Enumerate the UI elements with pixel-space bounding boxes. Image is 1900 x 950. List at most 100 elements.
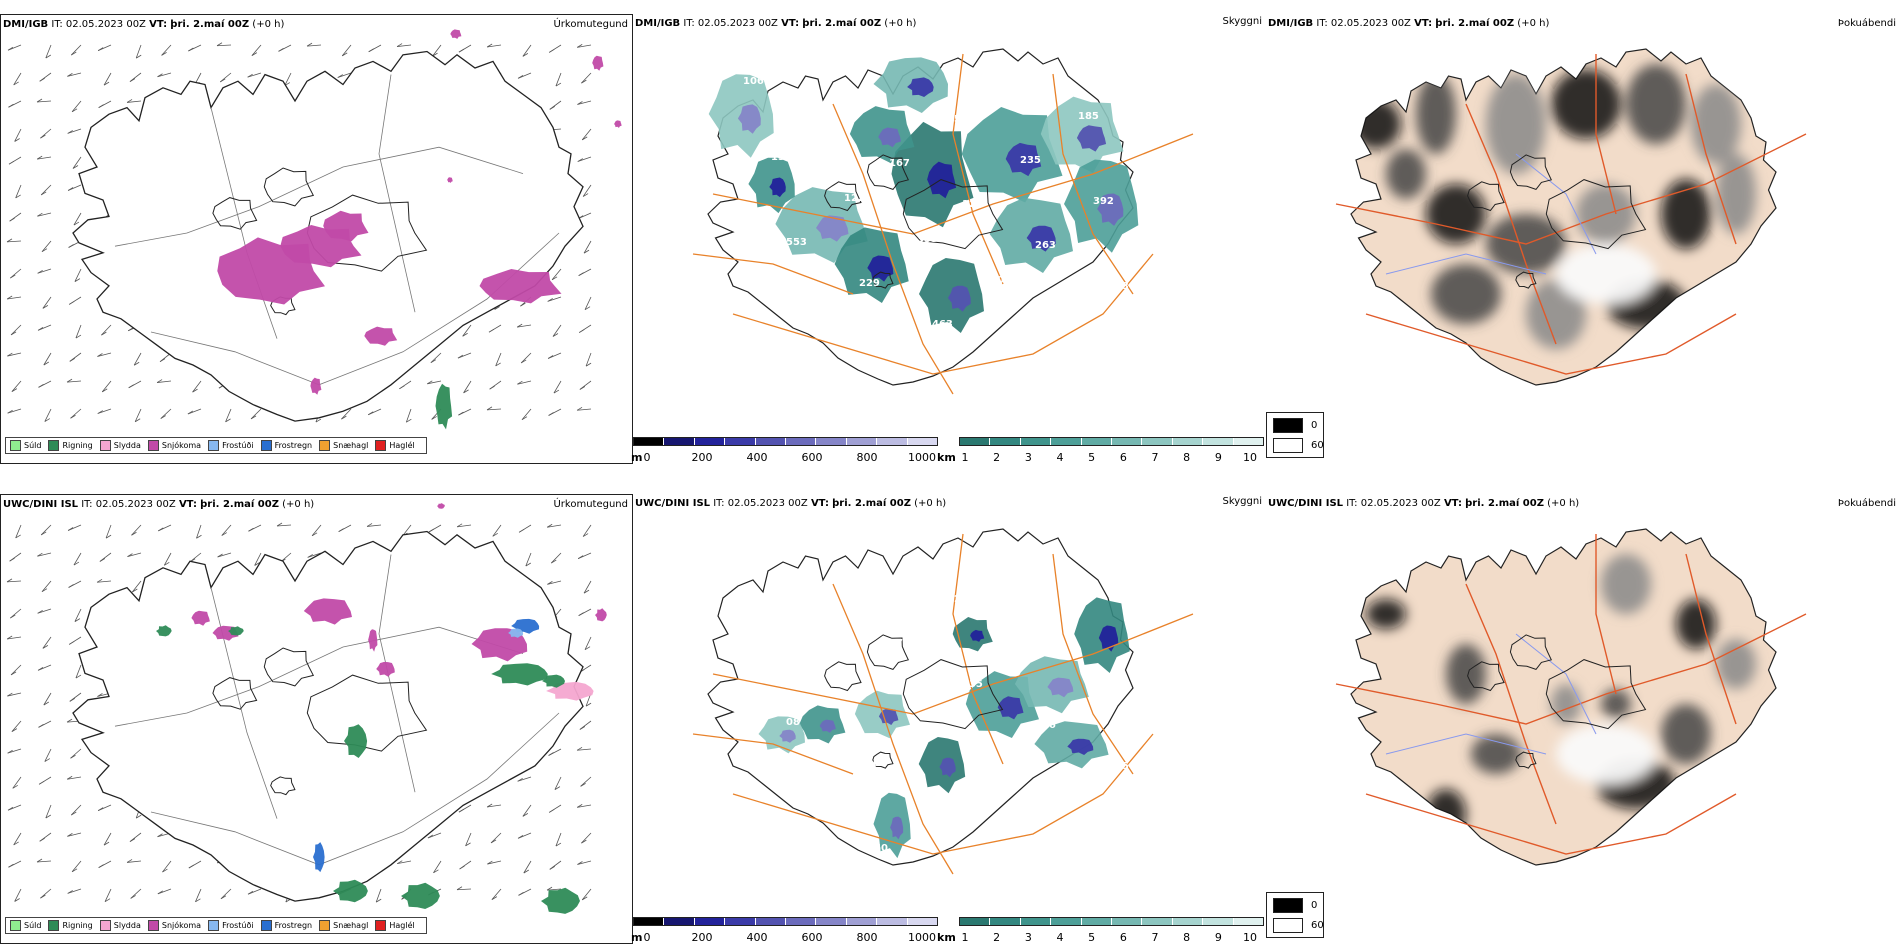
- fog-panel-top: DMI/IGB IT: 02.05.2023 00Z VT: þri. 2.ma…: [1266, 14, 1900, 464]
- wind-barb: [11, 380, 22, 392]
- wind-barb-flag: [492, 532, 498, 537]
- precip-area: [228, 626, 244, 636]
- wind-barb-flag: [10, 274, 16, 279]
- glacier-outline: [1509, 634, 1553, 670]
- wind-barb-flag: [127, 553, 133, 557]
- wind-barb-flag: [462, 332, 468, 337]
- wind-barb: [195, 888, 202, 903]
- colorbar-tick: 3: [1024, 931, 1032, 944]
- glacier-outline: [1515, 271, 1537, 289]
- colorbar-tick: 6: [1119, 451, 1127, 464]
- wind-barb-flag: [160, 415, 166, 419]
- wind-barb: [130, 888, 142, 899]
- wind-barb: [492, 524, 502, 537]
- legend-item: Snjókoma: [147, 920, 201, 931]
- wind-barb-flag: [162, 868, 168, 873]
- precip-areas: [156, 503, 607, 914]
- wind-barb-flag: [431, 416, 437, 420]
- wind-barb-flag: [517, 75, 524, 79]
- precip-area: [401, 882, 440, 909]
- fog-key-label: 60: [1311, 920, 1324, 931]
- cloud-base-label: 466: [859, 758, 880, 769]
- wind-barb: [67, 776, 82, 780]
- low-cloud-area: [867, 255, 894, 282]
- wind-barb-flag: [341, 415, 347, 420]
- low-cloud-area: [907, 77, 934, 97]
- colorbar-unit: km: [937, 451, 956, 464]
- wind-barb: [521, 408, 532, 420]
- wind-barb: [216, 44, 232, 47]
- wind-barb-flag: [490, 839, 497, 844]
- wind-barb: [135, 44, 142, 59]
- wind-barb-flag: [458, 808, 465, 813]
- wind-barb: [97, 352, 112, 357]
- wind-barb-flag: [97, 353, 103, 357]
- wind-barb-flag: [97, 47, 104, 51]
- colorbar-tick: 1: [961, 931, 969, 944]
- wind-barb-flag: [456, 886, 463, 891]
- wind-barb-flag: [10, 331, 17, 336]
- colorbar-unit: m: [631, 451, 643, 464]
- wind-barb: [7, 296, 22, 300]
- fog-map: [1335, 528, 1807, 866]
- wind-barb-flag: [66, 718, 73, 723]
- wind-barb: [162, 860, 172, 873]
- wind-barb: [462, 324, 472, 337]
- glacier-outline: [872, 271, 894, 289]
- legend-item: Súld: [10, 440, 41, 451]
- low-cloud-area: [816, 215, 849, 242]
- wind-barb: [487, 408, 502, 411]
- wind-barb-flag: [14, 138, 20, 142]
- fog-key-swatch: [1273, 898, 1303, 913]
- wind-barb: [456, 888, 472, 891]
- road-line: [114, 626, 524, 727]
- wind-barb: [72, 156, 82, 169]
- wind-barb: [250, 408, 262, 420]
- wind-barb-flag: [517, 777, 523, 782]
- precip-area: [303, 598, 352, 625]
- wind-barb: [133, 352, 142, 366]
- wind-barb-flag: [71, 868, 78, 873]
- colorbar-m: m 0 200 400 600 800 1000: [631, 917, 938, 944]
- wind-barb-flag: [548, 412, 554, 416]
- wind-barb-flag: [522, 53, 529, 57]
- low-cloud-area: [947, 285, 971, 312]
- wind-barb: [44, 748, 52, 762]
- road-line: [378, 74, 416, 313]
- legend-swatch: [375, 440, 387, 451]
- low-cloud-area: [997, 696, 1024, 720]
- road-line: [150, 712, 560, 866]
- wind-barb-flag: [456, 523, 463, 528]
- wind-barb-flag: [161, 52, 167, 56]
- wind-barb: [585, 352, 592, 367]
- fog-spot: [1676, 599, 1716, 649]
- wind-barb-flag: [7, 692, 13, 697]
- fog-spot: [1366, 599, 1406, 629]
- glacier-outline: [1509, 154, 1553, 190]
- wind-barb: [157, 380, 172, 383]
- cloud-base-label: 670: [874, 363, 895, 374]
- panel-title: Skyggni: [1222, 496, 1262, 507]
- colorbar-tick: 6: [1119, 931, 1127, 944]
- wind-barb-flag: [488, 328, 495, 333]
- wind-barb-flag: [71, 108, 78, 113]
- wind-barb: [577, 156, 592, 162]
- colorbar-strip: [633, 917, 938, 926]
- precip-area: [435, 383, 453, 430]
- legend-label: Frostregn: [274, 441, 313, 450]
- wind-barb-flag: [37, 609, 43, 614]
- panel-title: Þokuábendi: [1837, 498, 1896, 509]
- road-line: [1052, 553, 1134, 775]
- wind-barb-flag: [67, 833, 73, 837]
- wind-barb-flag: [75, 334, 82, 339]
- wind-barb: [584, 296, 592, 310]
- wind-barb-flag: [548, 752, 554, 756]
- wind-barb-flag: [68, 244, 74, 248]
- wind-barb: [577, 408, 592, 411]
- fog-key: 0 60: [1266, 892, 1324, 938]
- wind-barb: [43, 352, 52, 366]
- precip-panel-bottom: UWC/DINI ISL IT: 02.05.2023 00Z VT: þri.…: [0, 494, 633, 944]
- wind-barb: [427, 380, 442, 385]
- wind-barb: [581, 128, 592, 141]
- wind-barb-flag: [129, 78, 136, 82]
